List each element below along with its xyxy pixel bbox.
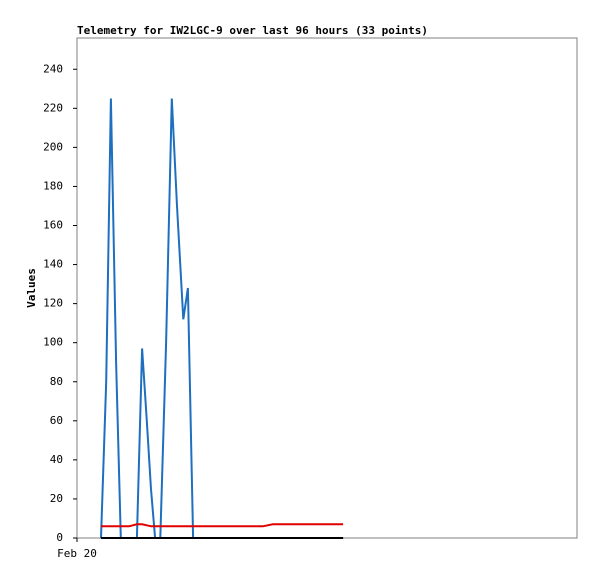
y-tick-label: 100: [43, 336, 63, 349]
plot-area: [76, 37, 578, 539]
y-tick-label: 20: [50, 492, 63, 505]
y-tick-label: 140: [43, 258, 63, 271]
y-tick-label: 180: [43, 179, 63, 192]
y-tick-label: 240: [43, 62, 63, 75]
y-tick-label: 0: [56, 531, 63, 544]
y-tick-label: 80: [50, 375, 63, 388]
y-tick-label: 160: [43, 219, 63, 232]
y-tick-label: 40: [50, 453, 63, 466]
y-tick-label: 200: [43, 140, 63, 153]
y-tick-label: 120: [43, 297, 63, 310]
chart-title: Telemetry for IW2LGC-9 over last 96 hour…: [77, 24, 428, 37]
y-tick-label: 220: [43, 101, 63, 114]
series-line: [101, 523, 344, 528]
y-tick-label: 60: [50, 414, 63, 427]
x-tick-label: Feb 20: [57, 547, 97, 560]
y-axis-label: Values: [25, 268, 38, 308]
